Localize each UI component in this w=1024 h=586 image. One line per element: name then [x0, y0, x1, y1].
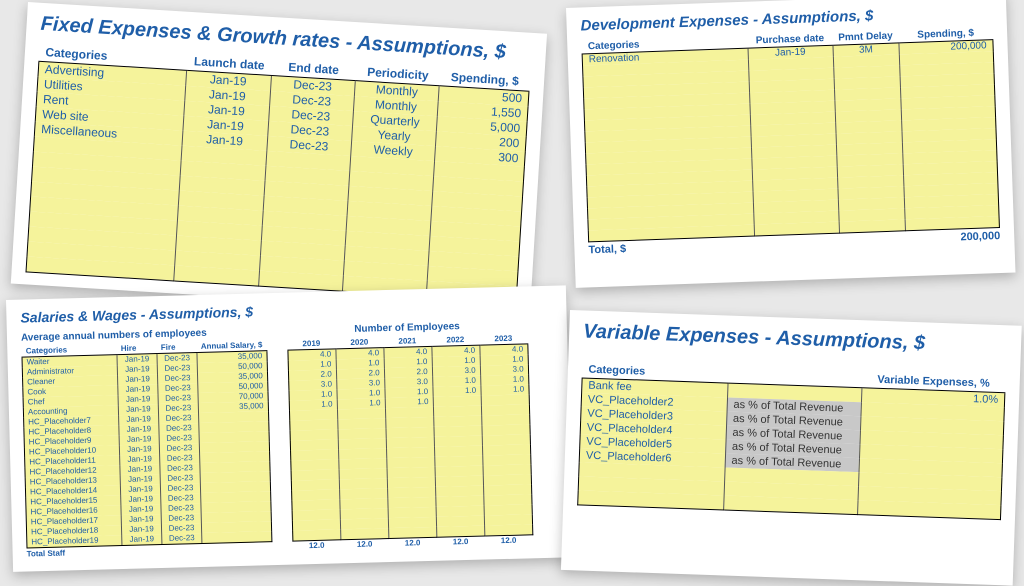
total-value: 200,000	[960, 229, 1000, 242]
total-label: Total, $	[588, 243, 626, 256]
fixed-expenses-table: CategoriesLaunch dateEnd datePeriodicity…	[26, 44, 531, 302]
left-block: Average annual numbers of employees Cate…	[21, 323, 273, 558]
variable-expenses-table: CategoriesVariable Expenses, %Bank fee1.…	[577, 361, 1006, 519]
salaries-right-table: 201920202021202220234.04.04.04.04.01.01.…	[287, 333, 533, 551]
salaries-left-table: CategoriesHireFireAnnual Salary, $Waiter…	[21, 340, 272, 548]
development-expenses-card: Development Expenses - Assumptions, $ Ca…	[566, 0, 1016, 288]
right-block: Number of Employees 20192020202120222023…	[286, 316, 533, 551]
card-title: Variable Expenses - Assumptions, $	[583, 320, 1008, 358]
fixed-expenses-card: Fixed Expenses & Growth rates - Assumpti…	[11, 2, 547, 315]
variable-expenses-card: Variable Expenses - Assumptions, $ Categ…	[561, 310, 1022, 586]
salaries-wages-card: Salaries & Wages - Assumptions, $ Averag…	[6, 285, 573, 572]
development-expenses-table: CategoriesPurchase datePmnt DelaySpendin…	[581, 26, 1000, 242]
